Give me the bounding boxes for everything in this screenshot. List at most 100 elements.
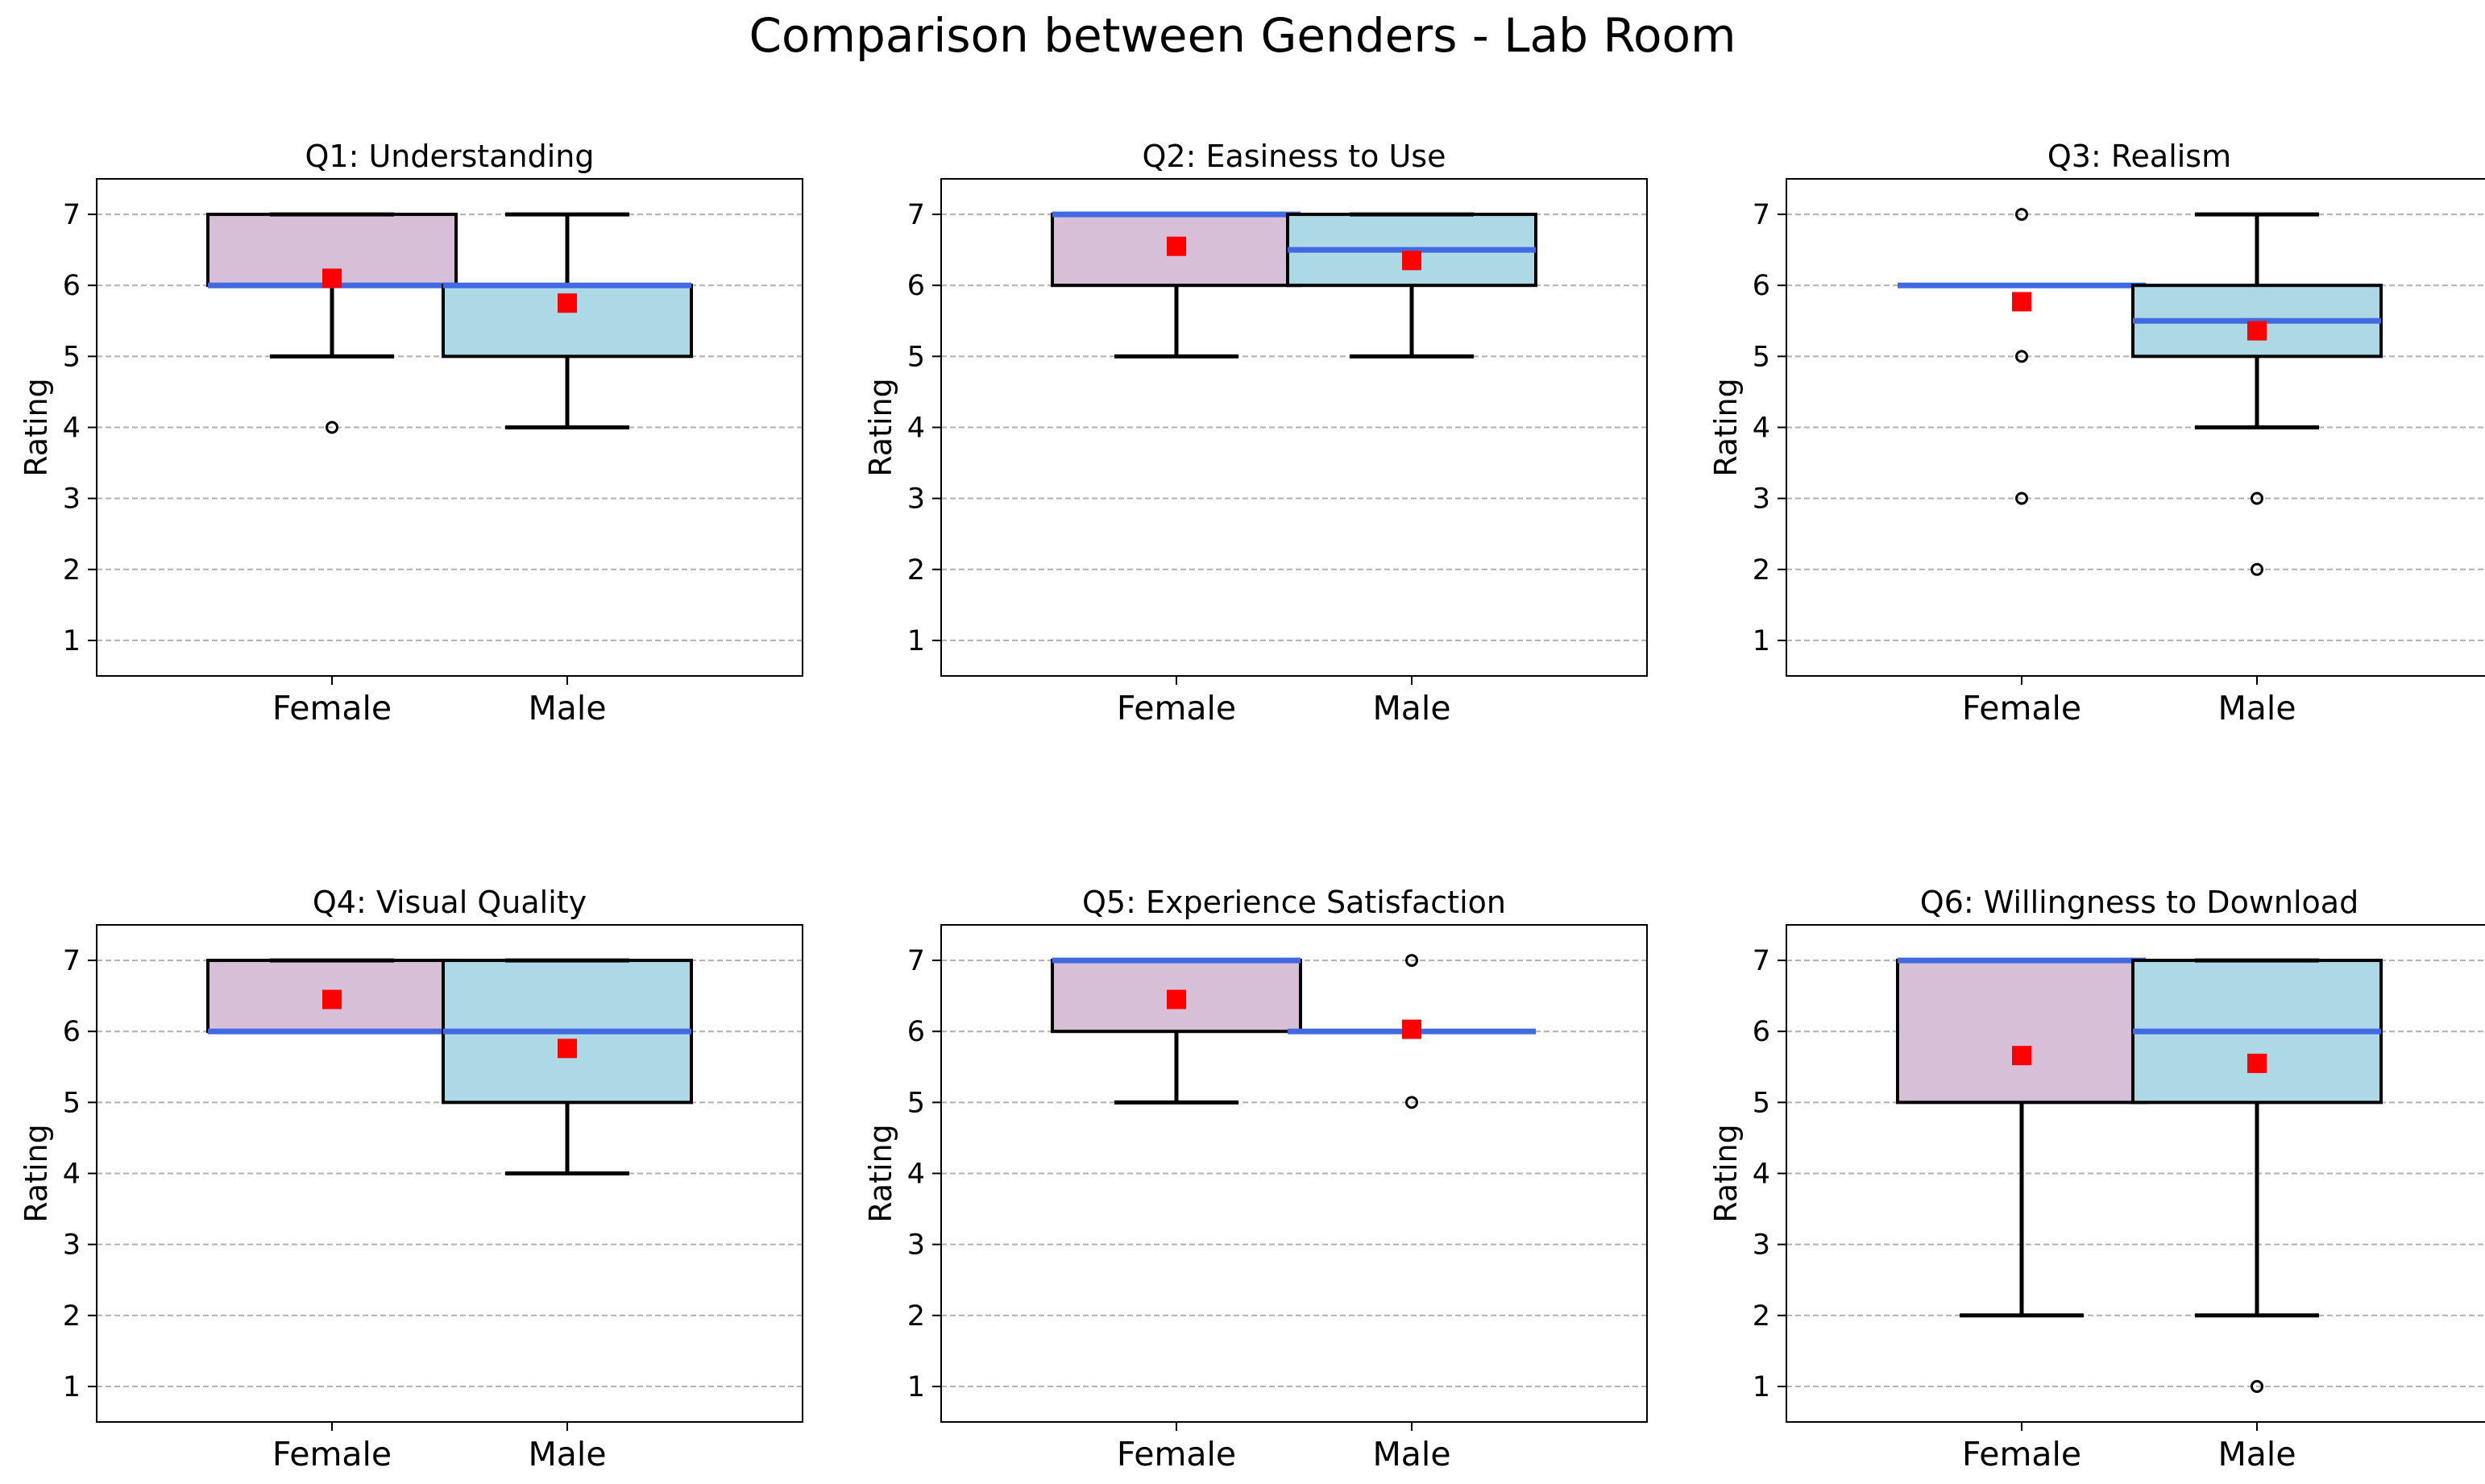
box-female xyxy=(206,212,458,434)
figure-title: Comparison between Genders - Lab Room xyxy=(749,8,1736,63)
x-category-label: Male xyxy=(528,689,606,727)
x-category-label: Male xyxy=(2217,689,2296,727)
y-axis-label: Rating xyxy=(19,378,54,477)
subplot-q6: Q6: Willingness to Download 1 2 3 4 5 6 7 Rating… xyxy=(1708,885,2485,1474)
y-tick-label: 2 xyxy=(1753,554,1770,587)
axes-frame xyxy=(940,178,1648,677)
y-axis-label: Rating xyxy=(19,1124,54,1223)
outlier-point xyxy=(1405,1096,1418,1109)
y-tick-label: 2 xyxy=(63,1300,81,1333)
outlier-point xyxy=(2015,350,2028,363)
y-tick-label: 3 xyxy=(907,483,925,516)
y-tick-label: 1 xyxy=(63,625,81,657)
subplot-title: Q6: Willingness to Download xyxy=(1920,885,2358,920)
y-tick-label: 2 xyxy=(1753,1300,1770,1333)
y-tick-label: 4 xyxy=(1753,412,1770,445)
y-tick-label: 2 xyxy=(907,1300,925,1333)
subplot-title: Q5: Experience Satisfaction xyxy=(1082,885,1506,920)
y-tick-label: 4 xyxy=(63,1159,81,1191)
mean-marker xyxy=(2247,1053,2267,1073)
y-tick-label: 2 xyxy=(907,554,925,587)
subplot-title: Q1: Understanding xyxy=(305,139,595,174)
box-male xyxy=(1288,954,1536,1109)
y-tick-label: 6 xyxy=(907,270,925,302)
subplot-q2: Q2: Easiness to Use 1 2 3 4 5 6 7 Rating Female Ma… xyxy=(863,139,1648,727)
y-axis-label: Rating xyxy=(1708,378,1744,477)
y-tick-label: 4 xyxy=(907,1159,925,1191)
y-axis-label: Rating xyxy=(863,1124,898,1223)
y-tick-label: 3 xyxy=(1753,483,1770,516)
y-tick-label: 4 xyxy=(1753,1159,1770,1191)
y-tick-label: 5 xyxy=(1753,341,1770,373)
axes-frame xyxy=(96,924,803,1423)
y-tick-label: 3 xyxy=(907,1229,925,1262)
mean-marker xyxy=(322,989,342,1009)
y-tick-label: 5 xyxy=(907,341,925,373)
x-category-label: Female xyxy=(1962,1435,2081,1474)
box-female xyxy=(1051,211,1302,359)
y-tick-label: 1 xyxy=(907,625,925,657)
y-tick-label: 1 xyxy=(1753,625,1770,657)
subplot-q4: Q4: Visual Quality 1 2 3 4 5 6 7 Rating Female Mal… xyxy=(19,885,803,1474)
y-tick-label: 7 xyxy=(1753,199,1770,231)
subplot-title: Q2: Easiness to Use xyxy=(1143,139,1446,174)
box-male xyxy=(2131,212,2383,576)
y-tick-label: 6 xyxy=(63,270,81,302)
y-tick-label: 4 xyxy=(907,412,925,445)
y-tick-label: 7 xyxy=(1753,945,1770,977)
outlier-point xyxy=(326,421,338,434)
y-tick-label: 7 xyxy=(63,199,81,231)
box-iqr xyxy=(1896,959,2147,1105)
y-tick-label: 7 xyxy=(63,945,81,977)
y-tick-label: 1 xyxy=(1753,1371,1770,1403)
box-female xyxy=(1898,208,2146,505)
y-tick-label: 5 xyxy=(63,1087,81,1119)
subplot-title: Q4: Visual Quality xyxy=(313,885,587,920)
y-tick-label: 5 xyxy=(1753,1087,1770,1119)
box-female xyxy=(206,958,458,1034)
mean-marker xyxy=(322,268,342,288)
y-axis-label: Rating xyxy=(863,378,898,477)
mean-marker xyxy=(1402,1019,1421,1039)
mean-marker xyxy=(558,293,577,313)
y-tick-label: 4 xyxy=(63,412,81,445)
y-tick-label: 7 xyxy=(907,199,925,231)
y-tick-label: 6 xyxy=(63,1016,81,1048)
subplot-q1: Q1: Understanding 1 2 3 4 5 6 7 Rating Female Male xyxy=(19,139,803,727)
y-tick-label: 1 xyxy=(907,1371,925,1403)
box-female xyxy=(1896,957,2147,1318)
x-category-label: Female xyxy=(1117,1435,1236,1474)
mean-marker xyxy=(1167,989,1186,1009)
y-tick-label: 5 xyxy=(63,341,81,373)
y-tick-label: 3 xyxy=(63,1229,81,1262)
x-category-label: Male xyxy=(528,1435,606,1474)
outlier-point xyxy=(2251,562,2263,576)
y-tick-label: 1 xyxy=(63,1371,81,1403)
outlier-point xyxy=(2015,491,2028,505)
axes-frame xyxy=(940,924,1648,1423)
x-category-label: Male xyxy=(1372,689,1450,727)
x-category-label: Female xyxy=(1117,689,1236,727)
outlier-point xyxy=(2015,208,2028,222)
box-male xyxy=(2131,958,2383,1393)
y-tick-label: 6 xyxy=(1753,1016,1770,1048)
x-category-label: Female xyxy=(272,1435,392,1474)
x-category-label: Female xyxy=(272,689,392,727)
axes-frame xyxy=(96,178,803,677)
axes-frame xyxy=(1786,924,2485,1423)
y-tick-label: 5 xyxy=(907,1087,925,1119)
y-tick-label: 3 xyxy=(63,483,81,516)
outlier-point xyxy=(2251,1379,2263,1393)
subplot-title: Q3: Realism xyxy=(2047,139,2231,174)
mean-marker xyxy=(2012,1046,2031,1066)
outlier-point xyxy=(2251,491,2263,505)
x-category-label: Male xyxy=(1372,1435,1450,1474)
y-tick-label: 2 xyxy=(63,554,81,587)
x-category-label: Male xyxy=(2217,1435,2296,1474)
subplot-grid: Q1: Understanding 1 2 3 4 5 6 7 Rating Female Male… xyxy=(19,139,2485,1474)
mean-marker xyxy=(2247,321,2267,341)
subplot-q3: Q3: Realism 1 2 3 4 5 6 7 Rating Female Male xyxy=(1708,139,2485,727)
box-male xyxy=(1286,212,1537,359)
axes-frame xyxy=(1786,178,2485,677)
